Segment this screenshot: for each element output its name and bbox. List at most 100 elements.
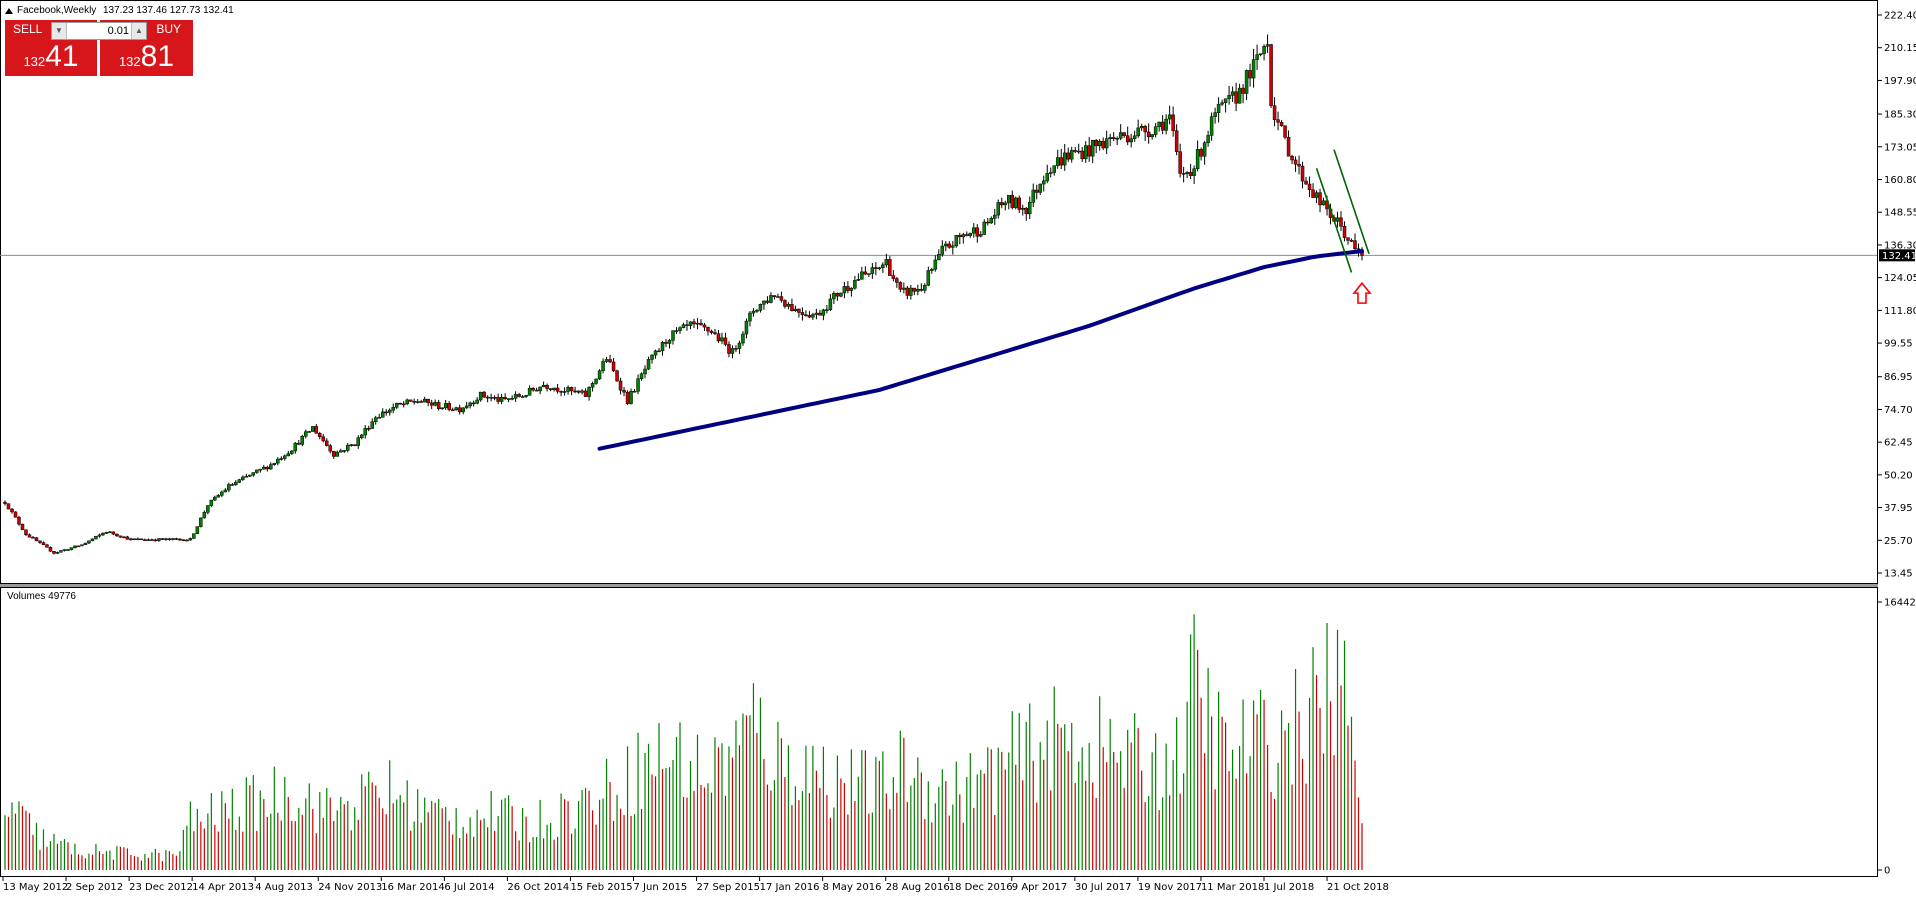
candle <box>230 482 235 486</box>
candle <box>506 398 511 403</box>
candle <box>1007 194 1011 210</box>
volume-bar-series <box>4 614 1363 870</box>
candle <box>688 321 693 330</box>
candle <box>1153 122 1158 138</box>
candle <box>429 399 434 410</box>
candle <box>811 312 815 320</box>
candle <box>209 499 214 508</box>
candle <box>944 241 948 252</box>
candle <box>1055 149 1060 169</box>
lot-decrease-button[interactable]: ▼ <box>52 23 67 39</box>
candle <box>706 326 710 336</box>
candle <box>825 304 829 314</box>
candle <box>366 425 371 432</box>
candle <box>1066 147 1070 162</box>
candle <box>1307 176 1312 198</box>
candle <box>937 249 941 261</box>
candle <box>664 339 668 348</box>
candle <box>1335 211 1340 228</box>
candle <box>45 543 49 548</box>
time-tick-label: 28 Aug 2016 <box>886 882 950 893</box>
candle <box>255 469 259 474</box>
candle <box>1097 139 1102 151</box>
candle <box>1059 148 1063 170</box>
volume-tick-label: 0 <box>1884 866 1890 877</box>
candle <box>1188 163 1193 179</box>
candle <box>1279 120 1284 127</box>
lot-size-input[interactable] <box>67 23 131 39</box>
candle <box>318 431 322 440</box>
candle <box>426 398 430 407</box>
candle <box>59 550 63 553</box>
candle <box>513 391 518 402</box>
candle <box>76 545 81 548</box>
candle <box>849 287 854 297</box>
sell-price-small: 132 <box>23 54 46 69</box>
trendline[interactable] <box>1333 149 1370 254</box>
candle <box>349 443 353 447</box>
candle <box>629 388 633 405</box>
candle <box>1269 43 1273 108</box>
candle <box>181 539 186 542</box>
candle <box>856 273 861 282</box>
candle <box>1104 130 1109 155</box>
candle <box>1241 84 1245 104</box>
candle <box>83 542 88 546</box>
candle <box>1157 121 1161 132</box>
one-click-trading-panel: SELL 13241 BUY 13281 ▼ ▲ <box>5 20 193 76</box>
candle <box>436 399 441 411</box>
candle <box>276 457 280 466</box>
candle <box>1003 200 1008 211</box>
candle <box>1014 196 1018 210</box>
collapse-triangle-icon[interactable] <box>5 8 13 14</box>
candle <box>727 341 731 358</box>
candle <box>790 298 794 312</box>
candle <box>653 349 658 359</box>
candle <box>1021 204 1025 216</box>
candle <box>1199 147 1203 161</box>
price-tick-label: 74.70 <box>1884 405 1913 416</box>
candle <box>527 385 532 396</box>
time-tick-label: 18 Dec 2016 <box>949 882 1013 893</box>
lot-increase-button[interactable]: ▲ <box>131 23 146 39</box>
candle <box>800 307 805 321</box>
candle <box>832 291 836 304</box>
candle <box>108 531 112 534</box>
candle <box>1125 126 1130 146</box>
candle <box>447 401 451 412</box>
candle <box>667 338 672 349</box>
price-tick-label: 62.45 <box>1884 438 1913 449</box>
candle <box>776 293 780 298</box>
candle <box>146 538 151 542</box>
volume-axis: 164425 0 <box>1877 598 1916 877</box>
candle <box>538 386 542 395</box>
candle <box>482 391 486 399</box>
candle <box>646 356 651 370</box>
candle <box>569 386 574 396</box>
candle <box>1185 170 1189 179</box>
candle <box>143 538 147 541</box>
candle <box>202 510 207 519</box>
candle <box>1069 146 1074 163</box>
up-arrow-icon[interactable] <box>1352 281 1372 304</box>
trendline[interactable] <box>1315 168 1353 273</box>
candle <box>748 310 752 327</box>
price-tick-label: 185.30 <box>1884 110 1916 121</box>
candle <box>821 308 826 321</box>
candle <box>702 323 707 331</box>
candle <box>951 241 955 255</box>
candle <box>80 544 84 547</box>
wedge-trendlines[interactable] <box>1315 149 1370 273</box>
candle <box>1052 165 1056 176</box>
candle <box>1038 183 1042 196</box>
candle <box>38 540 42 544</box>
candle <box>167 537 172 541</box>
candle <box>234 480 238 486</box>
price-tick-label: 148.55 <box>1884 208 1916 219</box>
candle <box>384 408 388 416</box>
candle <box>20 523 25 531</box>
candle <box>150 538 154 541</box>
candle <box>734 345 738 353</box>
candle <box>695 318 700 330</box>
candle <box>1129 133 1133 148</box>
